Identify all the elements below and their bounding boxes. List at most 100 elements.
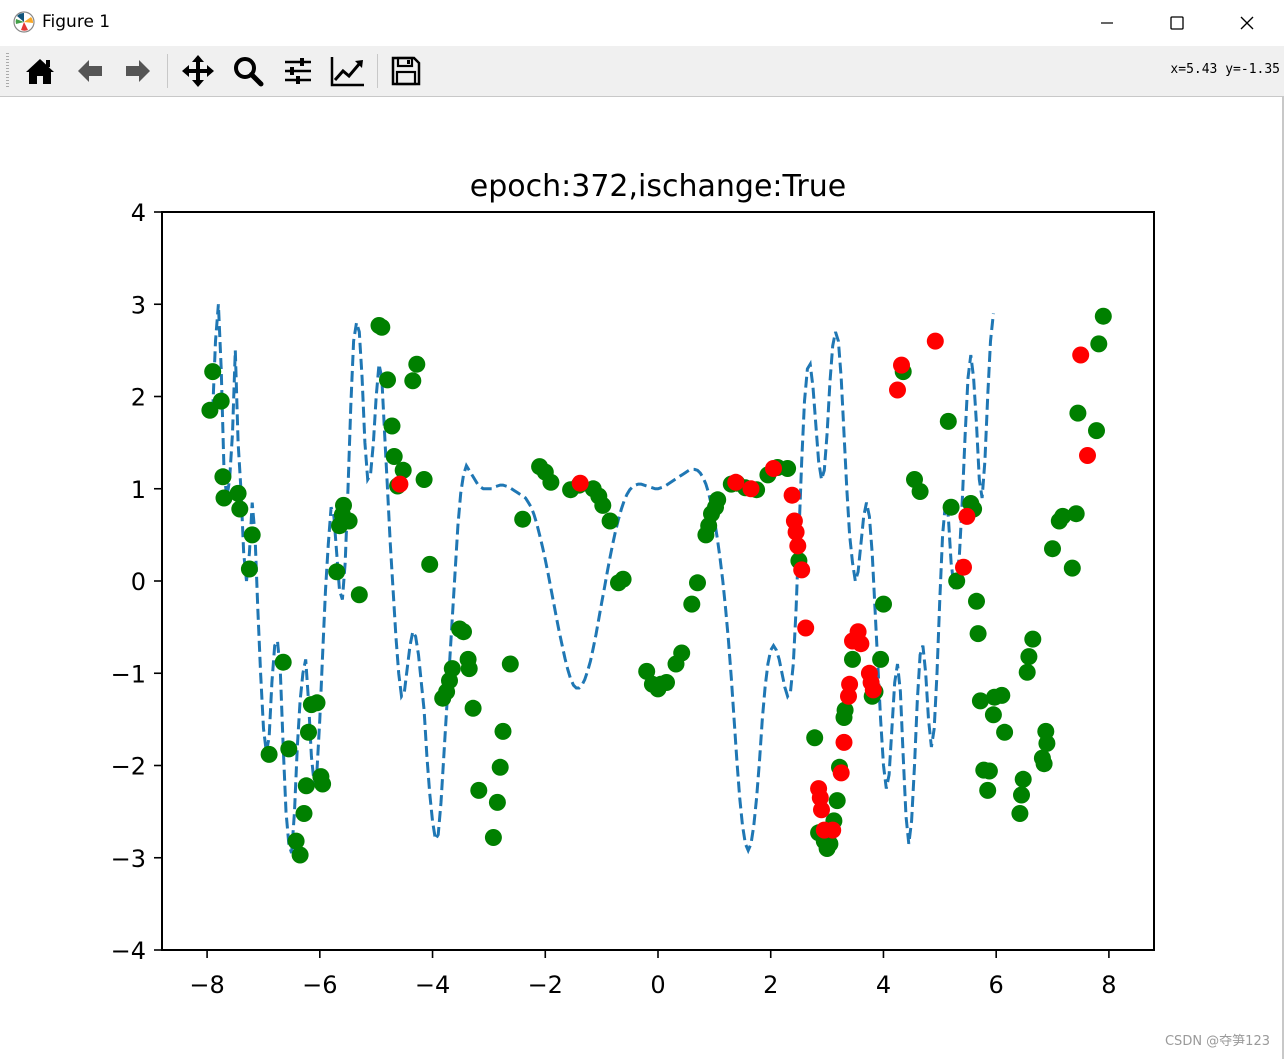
green-point (231, 500, 249, 518)
x-tick-label: −6 (302, 971, 337, 999)
sliders-icon (285, 58, 311, 84)
y-tick-label: −1 (111, 660, 146, 688)
green-point (300, 723, 317, 741)
y-tick-label: −4 (111, 937, 146, 965)
green-point (1069, 404, 1087, 422)
green-point (297, 777, 315, 795)
x-tick-label: 6 (989, 971, 1004, 999)
green-point (404, 372, 422, 390)
forward-button[interactable] (118, 51, 158, 91)
red-point (797, 619, 815, 637)
back-button[interactable] (70, 51, 110, 91)
toolbar-grip[interactable] (6, 53, 9, 89)
red-point (765, 460, 782, 477)
green-point (971, 692, 989, 710)
close-button[interactable] (1212, 0, 1282, 46)
green-point (1035, 755, 1053, 773)
red-point (889, 381, 906, 399)
red-point (955, 558, 972, 576)
window-titlebar: Figure 1 (0, 0, 1284, 46)
green-point (1044, 540, 1061, 558)
green-point (243, 526, 261, 544)
watermark: CSDN @夺笋123 (1164, 1034, 1270, 1049)
green-point (993, 686, 1011, 704)
green-point (408, 355, 426, 373)
green-point (939, 412, 957, 430)
red-point (813, 801, 830, 819)
maximize-button[interactable] (1142, 0, 1212, 46)
magnifier-icon (234, 57, 264, 87)
green-point (1018, 663, 1036, 681)
green-point (274, 653, 292, 671)
axes: −8 −6 −4 −2 0 2 4 6 8 −4 −3 −2 −1 0 1 2 3 4 (111, 199, 1155, 999)
line-chart-icon (330, 57, 364, 87)
save-button[interactable] (386, 51, 426, 91)
edit-axis-button[interactable] (328, 51, 368, 91)
green-point (1090, 335, 1108, 353)
green-point (1067, 505, 1085, 523)
x-tick-label: 4 (876, 971, 891, 999)
green-point (201, 401, 219, 419)
configure-subplots-button[interactable] (278, 51, 318, 91)
minimize-button[interactable] (1072, 0, 1142, 46)
red-point (727, 473, 745, 491)
green-point (594, 496, 612, 514)
minimize-icon (1101, 22, 1113, 24)
green-point (1011, 805, 1029, 822)
y-tick-label: −2 (111, 753, 146, 781)
green-point (942, 498, 960, 516)
close-icon (1240, 16, 1254, 30)
green-point (421, 555, 439, 573)
red-point (783, 486, 801, 504)
pan-button[interactable] (178, 51, 218, 91)
red-point (571, 474, 589, 492)
green-point (287, 832, 305, 850)
green-point (488, 793, 506, 811)
green-point (601, 512, 619, 530)
green-point (379, 371, 396, 389)
matplotlib-icon (13, 11, 35, 33)
y-tick-label: −3 (111, 845, 146, 873)
green-point (806, 729, 824, 747)
green-point (204, 363, 222, 381)
green-point (328, 563, 346, 581)
red-point (789, 537, 807, 555)
green-point (968, 592, 985, 610)
green-point (872, 650, 890, 668)
red-point (864, 681, 882, 699)
green-point (1063, 559, 1081, 577)
green-point (996, 723, 1014, 741)
chart-title: epoch:372,ischange:True (470, 169, 846, 204)
x-tick-label: −4 (415, 971, 450, 999)
green-point (464, 699, 482, 717)
green-point (443, 660, 461, 678)
green-point (514, 510, 532, 528)
green-point (1094, 307, 1112, 325)
green-point (415, 471, 433, 488)
green-point (383, 417, 401, 435)
green-point (460, 660, 478, 678)
green-point (291, 846, 309, 864)
zoom-button[interactable] (228, 51, 268, 91)
red-point (787, 523, 805, 541)
toolbar-separator (377, 54, 378, 88)
green-point (215, 489, 233, 507)
green-point (875, 595, 892, 613)
red-point (824, 821, 842, 839)
red-point (852, 635, 870, 653)
x-tick-label: −2 (528, 971, 563, 999)
figure-canvas[interactable] (0, 97, 1284, 1059)
move-icon (182, 55, 214, 87)
red-point (793, 561, 811, 579)
window-edge (1282, 97, 1284, 1059)
navigation-toolbar (0, 46, 1284, 97)
green-point (1054, 507, 1072, 525)
green-point (1020, 648, 1038, 666)
green-point (542, 473, 560, 491)
red-point (832, 764, 850, 782)
green-point (491, 758, 509, 776)
y-tick-label: 3 (131, 291, 146, 319)
arrow-left-icon (78, 60, 102, 82)
home-button[interactable] (20, 51, 60, 91)
